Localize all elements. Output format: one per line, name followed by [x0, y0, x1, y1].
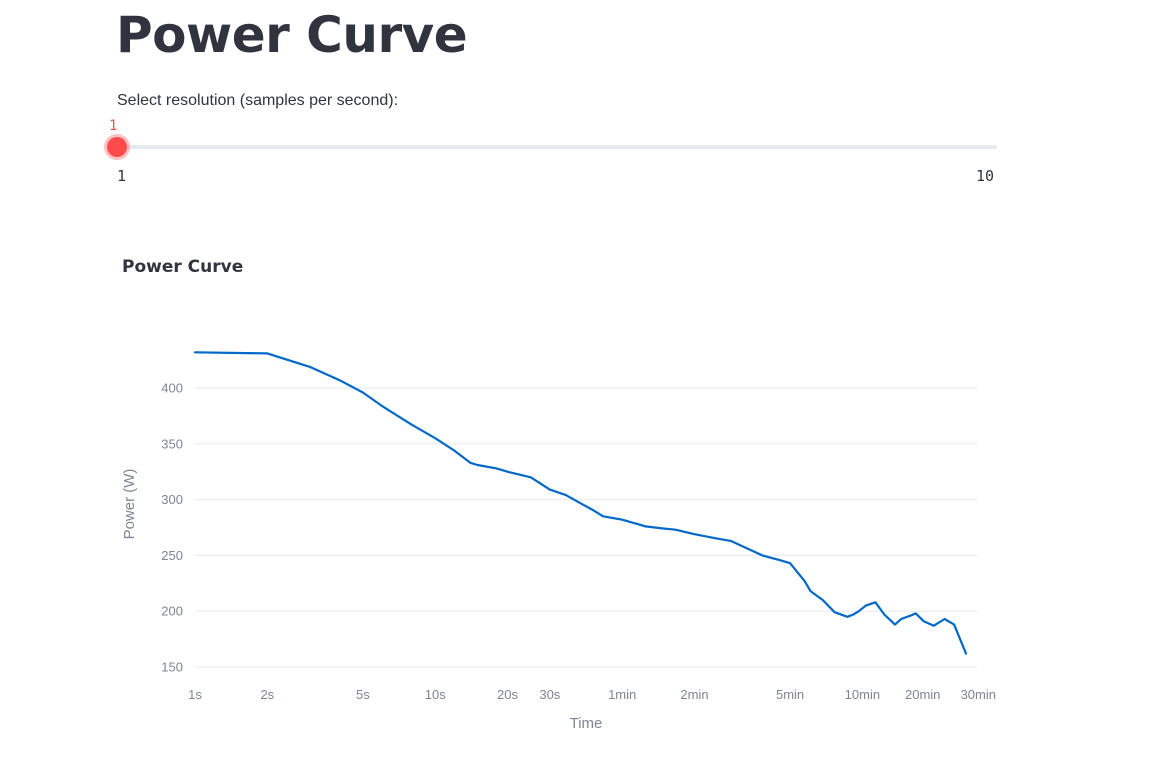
x-axis-title: Time	[570, 715, 603, 732]
slider-current-value: 1	[109, 118, 118, 134]
x-tick-label: 5s	[356, 687, 370, 702]
resolution-slider-thumb[interactable]	[107, 137, 127, 157]
y-axis-ticks: 150 200 250 300 350 400	[161, 381, 183, 675]
x-tick-label: 10min	[845, 687, 880, 702]
y-tick-label: 300	[161, 492, 183, 507]
x-axis-ticks: 1s 2s 5s 10s 20s 30s 1min 2min 5min 10min 20min 30m…	[188, 687, 996, 702]
x-tick-label: 5min	[776, 687, 804, 702]
y-axis-title: Power (W)	[121, 469, 138, 540]
chart-title: Power Curve	[122, 257, 243, 277]
power-curve-line	[193, 351, 968, 655]
slider-max-label: 10	[976, 167, 995, 185]
slider-min-label: 1	[117, 167, 127, 185]
x-tick-label: 20min	[905, 687, 940, 702]
x-tick-label: 10s	[425, 687, 446, 702]
x-tick-label: 2s	[260, 687, 274, 702]
resolution-slider-label: Select resolution (samples per second):	[117, 92, 399, 109]
y-tick-label: 150	[161, 660, 183, 675]
x-tick-label: 30s	[539, 687, 560, 702]
y-tick-label: 350	[161, 436, 183, 451]
resolution-slider-track[interactable]	[117, 145, 997, 149]
y-tick-label: 200	[161, 604, 183, 619]
chart-gridlines	[195, 387, 977, 668]
x-tick-label: 1min	[608, 687, 636, 702]
page-title: Power Curve	[116, 6, 468, 64]
x-tick-label: 30min	[961, 687, 996, 702]
y-tick-label: 250	[161, 548, 183, 563]
y-tick-label: 400	[161, 381, 183, 396]
x-tick-label: 20s	[497, 687, 518, 702]
x-tick-label: 2min	[680, 687, 708, 702]
x-tick-label: 1s	[188, 687, 202, 702]
